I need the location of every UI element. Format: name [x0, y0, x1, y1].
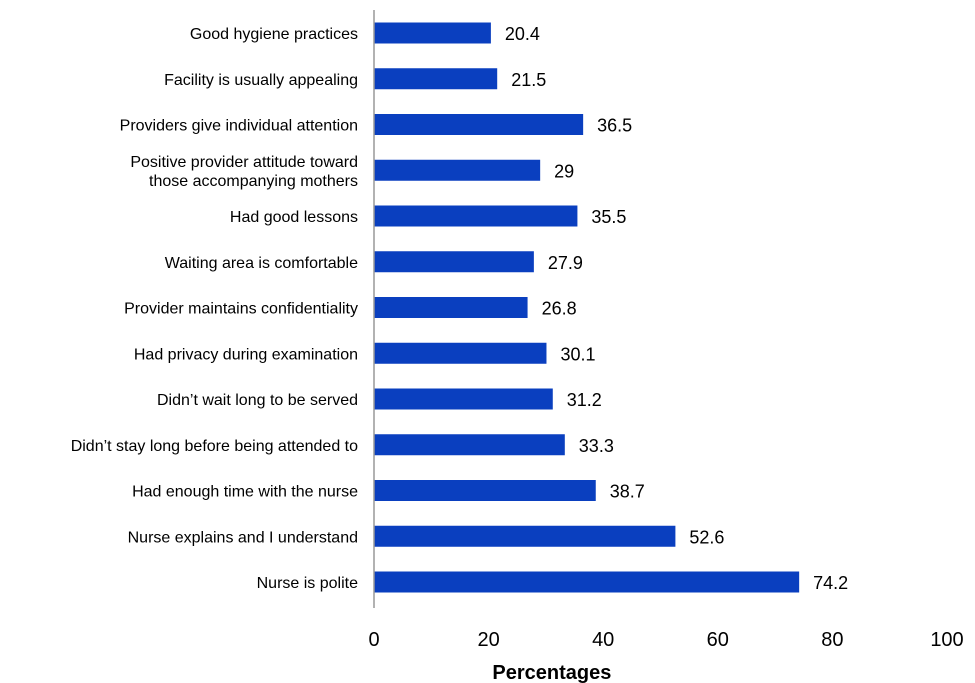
- x-tick-labels: 0 20 40 60 80 100: [368, 629, 963, 651]
- data-label: 31.2: [567, 390, 602, 410]
- data-label: 52.6: [689, 527, 724, 547]
- value-labels: 20.4 21.5 36.5 29 35.5 27.9 26.8 30.1 31.2 33.3 38…: [505, 24, 848, 593]
- x-tick-label: 40: [592, 629, 614, 651]
- bar: [374, 251, 534, 273]
- data-label: 30.1: [560, 344, 595, 364]
- x-tick-label: 80: [821, 629, 843, 651]
- bar: [374, 68, 498, 90]
- data-label: 38.7: [610, 482, 645, 502]
- bar: [374, 480, 596, 501]
- data-label: 33.3: [579, 436, 614, 456]
- category-labels: Good hygiene practices Facility is usuall…: [71, 26, 358, 592]
- data-label: 36.5: [597, 116, 632, 136]
- data-label: 26.8: [542, 299, 577, 319]
- bar: [374, 342, 547, 364]
- bar: [374, 571, 800, 593]
- x-axis-title: Percentages: [492, 662, 611, 683]
- x-tick-label: 60: [707, 629, 729, 651]
- bars: [374, 22, 800, 593]
- bar: [374, 159, 541, 181]
- category-label: Had privacy during examination: [134, 346, 358, 363]
- bar: [374, 434, 565, 456]
- category-label: Didn’t wait long to be served: [157, 392, 358, 409]
- category-label: Nurse explains and I understand: [128, 529, 358, 546]
- bar: [374, 205, 578, 227]
- category-label: Good hygiene practices: [190, 26, 358, 43]
- category-label: Providers give individual attention: [120, 118, 358, 135]
- category-label: Had good lessons: [230, 209, 358, 226]
- category-label: Didn’t stay long before being attended t…: [71, 438, 358, 455]
- data-label: 74.2: [813, 573, 848, 593]
- data-label: 35.5: [591, 207, 626, 227]
- category-label: Had enough time with the nurse: [132, 484, 358, 501]
- data-label: 27.9: [548, 253, 583, 273]
- data-label: 29: [554, 161, 574, 181]
- bar: [374, 114, 584, 135]
- data-label: 21.5: [511, 70, 546, 90]
- category-label: Nurse is polite: [257, 575, 358, 592]
- bar: [374, 525, 676, 547]
- x-tick-label: 0: [368, 629, 379, 651]
- bar: [374, 388, 553, 410]
- category-label: Facility is usually appealing: [164, 72, 358, 89]
- category-label: Waiting area is comfortable: [165, 255, 358, 272]
- data-label: 20.4: [505, 24, 540, 44]
- bar: [374, 297, 528, 318]
- bar: [374, 22, 491, 44]
- category-label: Positive provider attitude toward those a…: [130, 154, 358, 190]
- category-label: Provider maintains confidentiality: [124, 301, 358, 318]
- x-tick-label: 100: [930, 629, 963, 651]
- x-tick-label: 20: [477, 629, 499, 651]
